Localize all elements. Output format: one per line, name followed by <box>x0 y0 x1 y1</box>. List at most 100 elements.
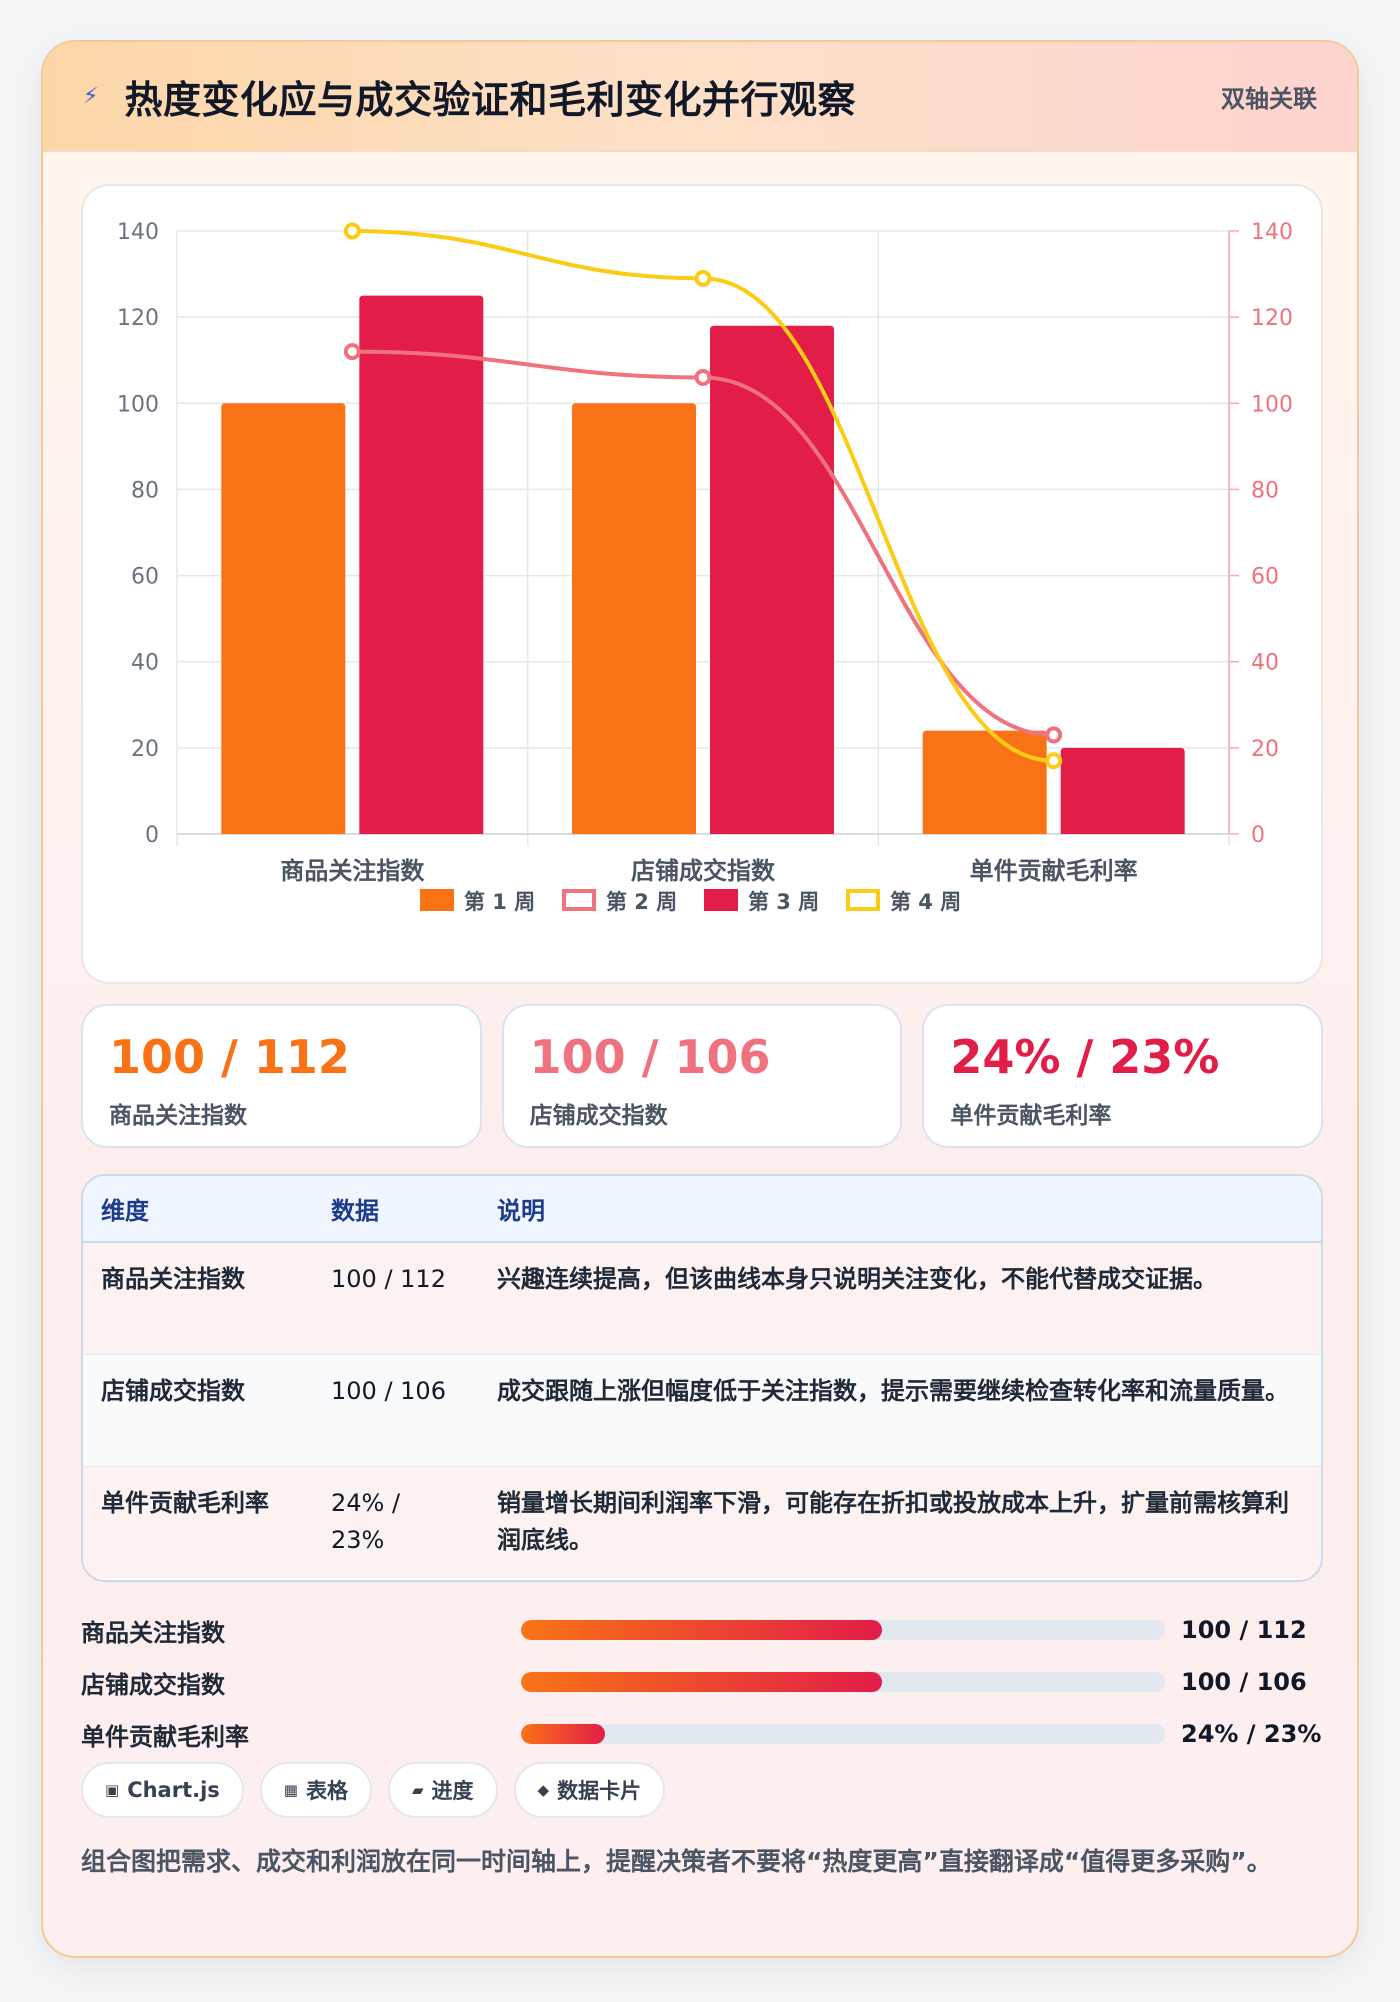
progress-list: 商品关注指数 100 / 112 店铺成交指数 100 / 106 单件贡献毛利… <box>81 1604 1323 1760</box>
table-cell: 店铺成交指数 <box>83 1354 313 1467</box>
legend-swatch <box>420 889 454 911</box>
chip-label: 数据卡片 <box>557 1779 642 1803</box>
bar-第3周 <box>359 295 484 834</box>
legend-label: 第 3 周 <box>748 890 819 914</box>
progress-value: 100 / 106 <box>1181 1668 1307 1696</box>
table-cell: 100 / 106 <box>313 1354 479 1467</box>
legend-label: 第 1 周 <box>464 890 535 914</box>
line-point <box>343 222 361 240</box>
diamond-icon: ◆ <box>537 1781 550 1799</box>
feature-chips: ▣ Chart.js ▦ 表格 ▰ 进度 ◆ 数据卡片 <box>81 1762 666 1818</box>
legend-label: 第 4 周 <box>890 890 961 914</box>
dashboard-card: ⚡ 热度变化应与成交验证和毛利变化并行观察 双轴关联 0 20 40 60 80 100 1… <box>41 40 1359 1958</box>
progress-fill <box>521 1672 882 1692</box>
y-right-tick-label: 40 <box>1251 651 1279 676</box>
chip-progress[interactable]: ▰ 进度 <box>387 1762 498 1818</box>
table-row: 店铺成交指数 100 / 106 成交跟随上涨但幅度低于关注指数，提示需要继续检… <box>83 1354 1321 1467</box>
table-cell: 24% / 23% <box>313 1466 479 1578</box>
stat-value: 100 / 106 <box>529 1030 771 1084</box>
table-row: 单件贡献毛利率 24% / 23% 销量增长期间利润率下滑，可能存在折扣或投放成… <box>83 1466 1321 1578</box>
progress-label: 单件贡献毛利率 <box>81 1722 249 1751</box>
chip-label: 进度 <box>431 1779 474 1803</box>
stat-card: 100 / 106 店铺成交指数 <box>501 1004 903 1148</box>
stat-label: 商品关注指数 <box>109 1103 247 1129</box>
y-right-tick-label: 0 <box>1251 823 1265 848</box>
chart-svg: 0 20 40 60 80 100 120 140 0 20 40 60 80 100 120 140 商品关注… <box>117 220 1293 914</box>
combo-chart: 0 20 40 60 80 100 120 140 0 20 40 60 80 100 120 140 商品关注… <box>81 184 1323 984</box>
table-cell: 100 / 112 <box>313 1242 479 1355</box>
line-point <box>1045 752 1063 770</box>
table-header-data: 数据 <box>313 1176 479 1243</box>
progress-value: 24% / 23% <box>1181 1720 1322 1748</box>
y-right-tick-label: 100 <box>1251 392 1293 417</box>
line-point <box>1045 726 1063 744</box>
y-left-tick-label: 80 <box>131 478 159 503</box>
stat-label: 单件贡献毛利率 <box>950 1103 1112 1129</box>
bar-第3周 <box>710 325 834 834</box>
x-tick-label: 店铺成交指数 <box>631 857 776 885</box>
chip-label: 表格 <box>305 1779 348 1803</box>
table-header-dimension: 维度 <box>83 1176 313 1243</box>
lightning-icon: ⚡ <box>83 83 99 109</box>
table-cell: 单件贡献毛利率 <box>83 1466 313 1578</box>
y-left-tick-label: 100 <box>117 392 159 417</box>
progress-row: 店铺成交指数 100 / 106 <box>81 1656 1323 1708</box>
stat-label: 店铺成交指数 <box>529 1103 668 1129</box>
footnote: 组合图把需求、成交和利润放在同一时间轴上，提醒决策者不要将“热度更高”直接翻译成… <box>81 1847 1272 1876</box>
progress-fill <box>521 1724 605 1744</box>
bar-第1周 <box>922 730 1047 834</box>
x-tick-label: 商品关注指数 <box>280 857 425 885</box>
y-left-tick-label: 140 <box>117 220 159 245</box>
progress-row: 商品关注指数 100 / 112 <box>81 1604 1323 1656</box>
progress-value: 100 / 112 <box>1181 1616 1307 1644</box>
progress-track <box>521 1620 1165 1640</box>
table-row: 商品关注指数 100 / 112 兴趣连续提高，但该曲线本身只说明关注变化，不能… <box>83 1242 1321 1355</box>
table-cell: 兴趣连续提高，但该曲线本身只说明关注变化，不能代替成交证据。 <box>479 1242 1321 1355</box>
y-right-tick-label: 140 <box>1251 220 1293 245</box>
table-header-notes: 说明 <box>479 1176 1321 1243</box>
stat-card: 100 / 112 商品关注指数 <box>81 1004 482 1148</box>
progress-row: 单件贡献毛利率 24% / 23% <box>81 1708 1323 1760</box>
page-title: 热度变化应与成交验证和毛利变化并行观察 <box>124 77 856 122</box>
y-right-tick-label: 60 <box>1251 565 1279 590</box>
stat-cards: 100 / 112 商品关注指数 100 / 106 店铺成交指数 24% / … <box>81 1004 1324 1148</box>
chip-chartjs[interactable]: ▣ Chart.js <box>81 1762 244 1818</box>
progress-track <box>521 1672 1165 1692</box>
progress-label: 店铺成交指数 <box>81 1670 225 1699</box>
y-left-tick-label: 0 <box>145 823 159 848</box>
line-point <box>694 368 712 386</box>
line-point <box>694 269 712 287</box>
bar-第3周 <box>1060 747 1185 834</box>
y-right-tick-label: 20 <box>1251 737 1279 762</box>
line-第4周 <box>352 229 1054 763</box>
square-icon: ▣ <box>105 1781 120 1799</box>
bar-第1周 <box>221 403 346 834</box>
table-cell: 商品关注指数 <box>83 1242 313 1355</box>
chip-data-cards[interactable]: ◆ 数据卡片 <box>513 1762 666 1818</box>
progress-icon: ▰ <box>411 1781 424 1799</box>
y-left-tick-label: 40 <box>131 651 159 676</box>
chip-table[interactable]: ▦ 表格 <box>259 1762 372 1818</box>
progress-fill <box>521 1620 882 1640</box>
legend-swatch <box>562 889 596 911</box>
dual-axis-tag: 双轴关联 <box>1221 84 1317 113</box>
line-point <box>343 343 361 361</box>
table-cell: 成交跟随上涨但幅度低于关注指数，提示需要继续检查转化率和流量质量。 <box>479 1354 1321 1467</box>
bar-第1周 <box>572 403 696 834</box>
progress-track <box>521 1724 1165 1744</box>
y-right-tick-label: 120 <box>1251 306 1293 331</box>
y-left-tick-label: 20 <box>131 737 159 762</box>
table-cell: 销量增长期间利润率下滑，可能存在折扣或投放成本上升，扩量前需核算利润底线。 <box>479 1466 1321 1578</box>
legend-swatch <box>846 889 880 911</box>
data-table: 维度 数据 说明 商品关注指数 100 / 112 兴趣连续提高，但该曲线本身只… <box>81 1174 1323 1582</box>
x-tick-label: 单件贡献毛利率 <box>970 857 1138 885</box>
stat-card: 24% / 23% 单件贡献毛利率 <box>922 1004 1324 1148</box>
header-left: ⚡ 热度变化应与成交验证和毛利变化并行观察 <box>83 69 856 124</box>
y-right-tick-label: 80 <box>1251 478 1279 503</box>
card-header: ⚡ 热度变化应与成交验证和毛利变化并行观察 双轴关联 <box>43 42 1357 152</box>
grid-icon: ▦ <box>283 1781 298 1799</box>
stat-value: 24% / 23% <box>950 1030 1220 1084</box>
progress-label: 商品关注指数 <box>81 1618 225 1647</box>
stat-value: 100 / 112 <box>109 1030 350 1084</box>
y-left-tick-label: 120 <box>117 306 159 331</box>
